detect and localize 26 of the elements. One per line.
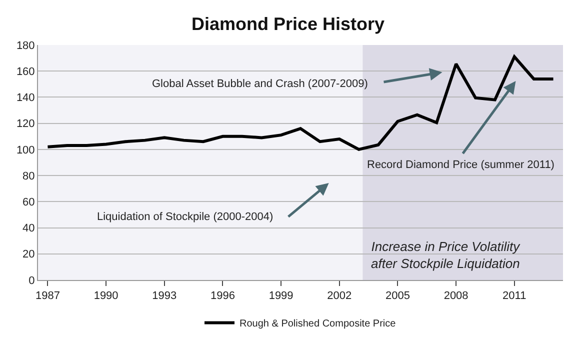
y-tick-label: 180 bbox=[16, 40, 35, 52]
y-tick-label: 40 bbox=[22, 222, 35, 235]
y-tick-label: 60 bbox=[22, 196, 35, 209]
chart-title: Diamond Price History bbox=[191, 14, 385, 34]
legend-label: Rough & Polished Composite Price bbox=[240, 318, 396, 330]
x-tick-label: 2002 bbox=[327, 290, 352, 302]
x-tick-label: 2008 bbox=[444, 290, 468, 302]
y-tick-label: 80 bbox=[22, 170, 35, 182]
annotation: Record Diamond Price (summer 2011) bbox=[367, 159, 554, 171]
y-tick-label: 0 bbox=[28, 274, 35, 287]
x-tick-label: 1999 bbox=[268, 290, 294, 302]
x-tick-label: 1987 bbox=[35, 290, 60, 302]
annotation: Liquidation of Stockpile (2000-2004) bbox=[97, 211, 274, 223]
annotation: Global Asset Bubble and Crash (2007-2009) bbox=[152, 78, 368, 90]
y-tick-label: 20 bbox=[22, 248, 35, 261]
x-tick-label: 2011 bbox=[502, 290, 526, 302]
x-tick-label: 1993 bbox=[152, 290, 177, 302]
line-series bbox=[46, 55, 555, 151]
y-tick-label: 120 bbox=[16, 118, 35, 130]
x-tick-label: 1990 bbox=[94, 290, 118, 302]
x-tick-label: 2005 bbox=[385, 290, 410, 302]
band-label: Increase in Price Volatility after Stockpile Liquidation bbox=[371, 239, 522, 271]
y-tick-label: 160 bbox=[16, 66, 35, 78]
y-tick-label: 140 bbox=[16, 92, 35, 104]
x-tick-label: 1996 bbox=[210, 290, 235, 302]
y-tick-label: 100 bbox=[16, 144, 35, 156]
